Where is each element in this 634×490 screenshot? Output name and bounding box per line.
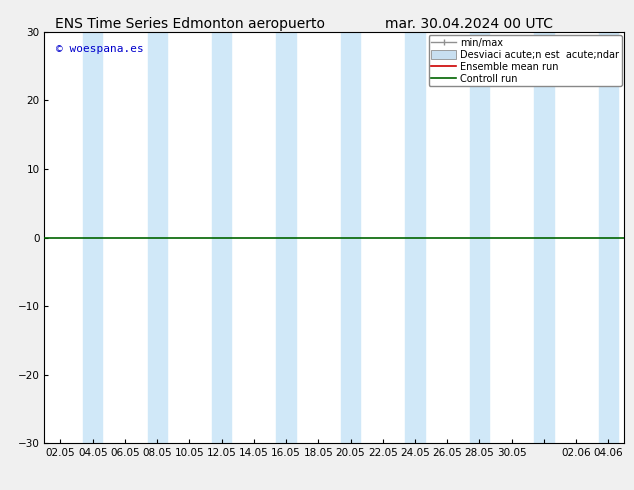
Legend: min/max, Desviaci acute;n est  acute;ndar, Ensemble mean run, Controll run: min/max, Desviaci acute;n est acute;ndar… bbox=[429, 35, 621, 86]
Bar bbox=[341, 32, 360, 443]
Bar bbox=[598, 32, 618, 443]
Text: mar. 30.04.2024 00 UTC: mar. 30.04.2024 00 UTC bbox=[385, 17, 553, 31]
Bar bbox=[212, 32, 231, 443]
Text: © woespana.es: © woespana.es bbox=[56, 44, 144, 54]
Bar bbox=[470, 32, 489, 443]
Text: ENS Time Series Edmonton aeropuerto: ENS Time Series Edmonton aeropuerto bbox=[55, 17, 325, 31]
Bar bbox=[405, 32, 425, 443]
Bar bbox=[148, 32, 167, 443]
Bar bbox=[83, 32, 103, 443]
Bar bbox=[276, 32, 295, 443]
Bar bbox=[534, 32, 553, 443]
